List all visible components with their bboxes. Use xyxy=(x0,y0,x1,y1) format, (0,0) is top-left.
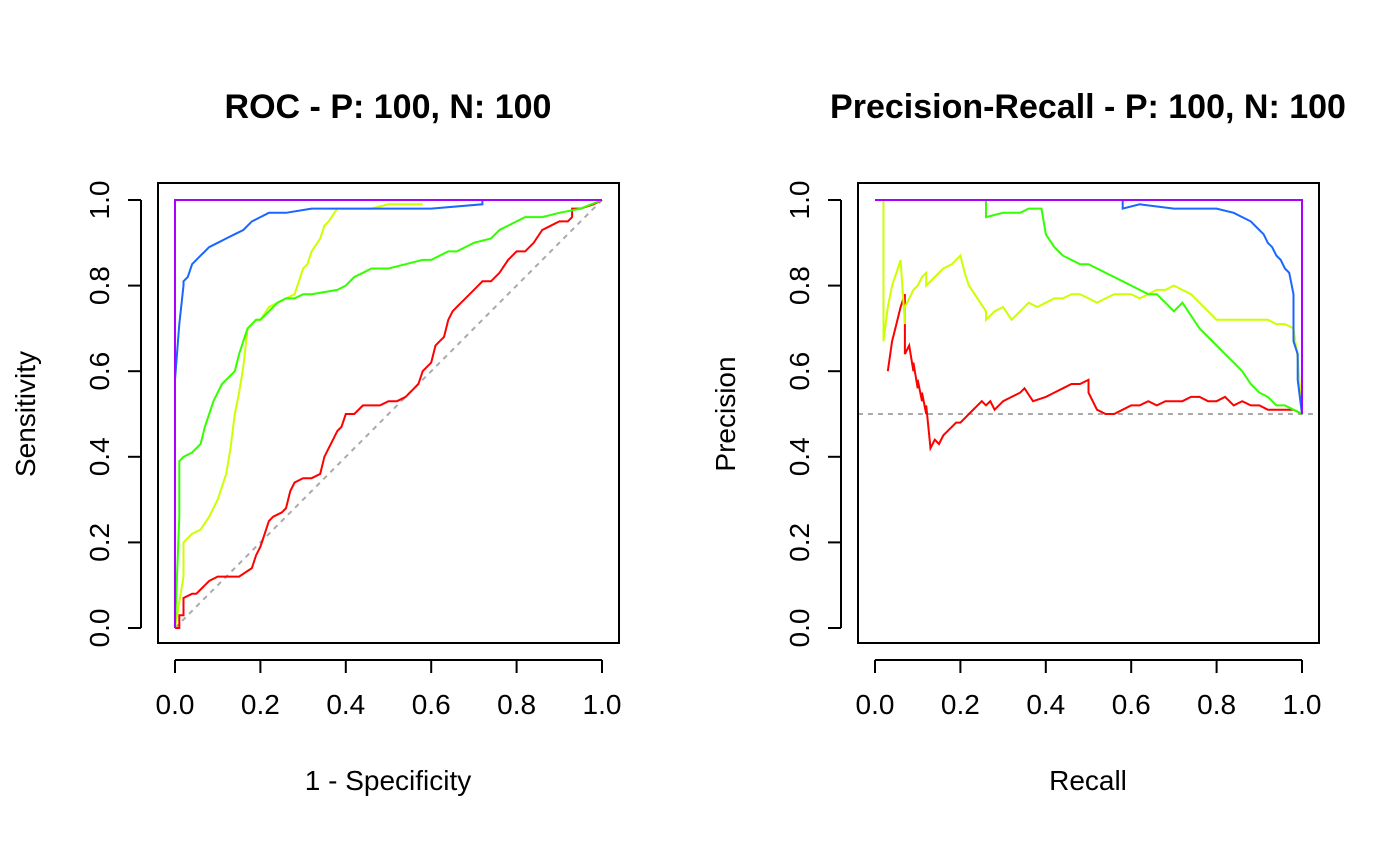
roc-series-line-2 xyxy=(174,199,603,629)
pr-title: Precision-Recall - P: 100, N: 100 xyxy=(830,88,1346,126)
roc-x-axis-label: 1 - Specificity xyxy=(305,765,472,796)
roc-x-tick-label: 0.4 xyxy=(326,689,365,720)
pr-y-tick-label: 0.8 xyxy=(784,266,815,305)
roc-y-tick-label: 1.0 xyxy=(84,181,115,220)
pr-y-tick-label: 0.4 xyxy=(784,437,815,476)
roc-title: ROC - P: 100, N: 100 xyxy=(225,88,552,126)
roc-x-tick-label: 0.2 xyxy=(241,689,280,720)
pr-x-tick-label: 0.6 xyxy=(1112,689,1151,720)
pr-y-tick-label: 0.0 xyxy=(784,609,815,648)
roc-series-line-0 xyxy=(175,199,603,629)
roc-series-line-3 xyxy=(174,199,602,628)
roc-series-line-4 xyxy=(174,199,602,628)
pr-series-line-4 xyxy=(875,199,1303,414)
roc-x-tick-label: 0.8 xyxy=(497,689,536,720)
pr-plot-frame xyxy=(857,182,1320,644)
pr-x-tick-label: 0.0 xyxy=(856,689,895,720)
pr-x-tick-label: 0.2 xyxy=(941,689,980,720)
pr-series-line-0 xyxy=(886,293,1303,452)
pr-series-line-3 xyxy=(1121,200,1303,415)
roc-reference-line xyxy=(174,199,603,629)
pr-y-tick-label: 0.2 xyxy=(784,523,815,562)
pr-x-tick-label: 1.0 xyxy=(1283,689,1322,720)
pr-x-tick-label: 0.4 xyxy=(1026,689,1065,720)
roc-x-tick-label: 0.0 xyxy=(156,689,195,720)
roc-y-tick-label: 0.4 xyxy=(84,437,115,476)
pr-series-line-1 xyxy=(882,200,1303,415)
roc-x-tick-label: 0.6 xyxy=(412,689,451,720)
pr-y-axis-label: Precision xyxy=(710,356,741,471)
roc-panel: ROC - P: 100, N: 100 1 - Specificity Sen… xyxy=(10,88,621,796)
roc-y-tick-label: 0.8 xyxy=(84,266,115,305)
pr-x-tick-label: 0.8 xyxy=(1197,689,1236,720)
roc-x-tick-label: 1.0 xyxy=(583,689,622,720)
roc-y-tick-label: 0.2 xyxy=(84,523,115,562)
roc-plot-frame xyxy=(157,182,620,644)
pr-x-axis-label: Recall xyxy=(1049,765,1127,796)
pr-y-tick-label: 0.6 xyxy=(784,352,815,391)
roc-y-tick-label: 0.6 xyxy=(84,352,115,391)
roc-y-axis-label: Sensitivity xyxy=(10,351,41,477)
roc-y-tick-label: 0.0 xyxy=(84,609,115,648)
pr-series-line-2 xyxy=(985,200,1303,415)
pr-panel: Precision-Recall - P: 100, N: 100 Recall… xyxy=(710,88,1346,796)
pr-y-tick-label: 1.0 xyxy=(784,181,815,220)
